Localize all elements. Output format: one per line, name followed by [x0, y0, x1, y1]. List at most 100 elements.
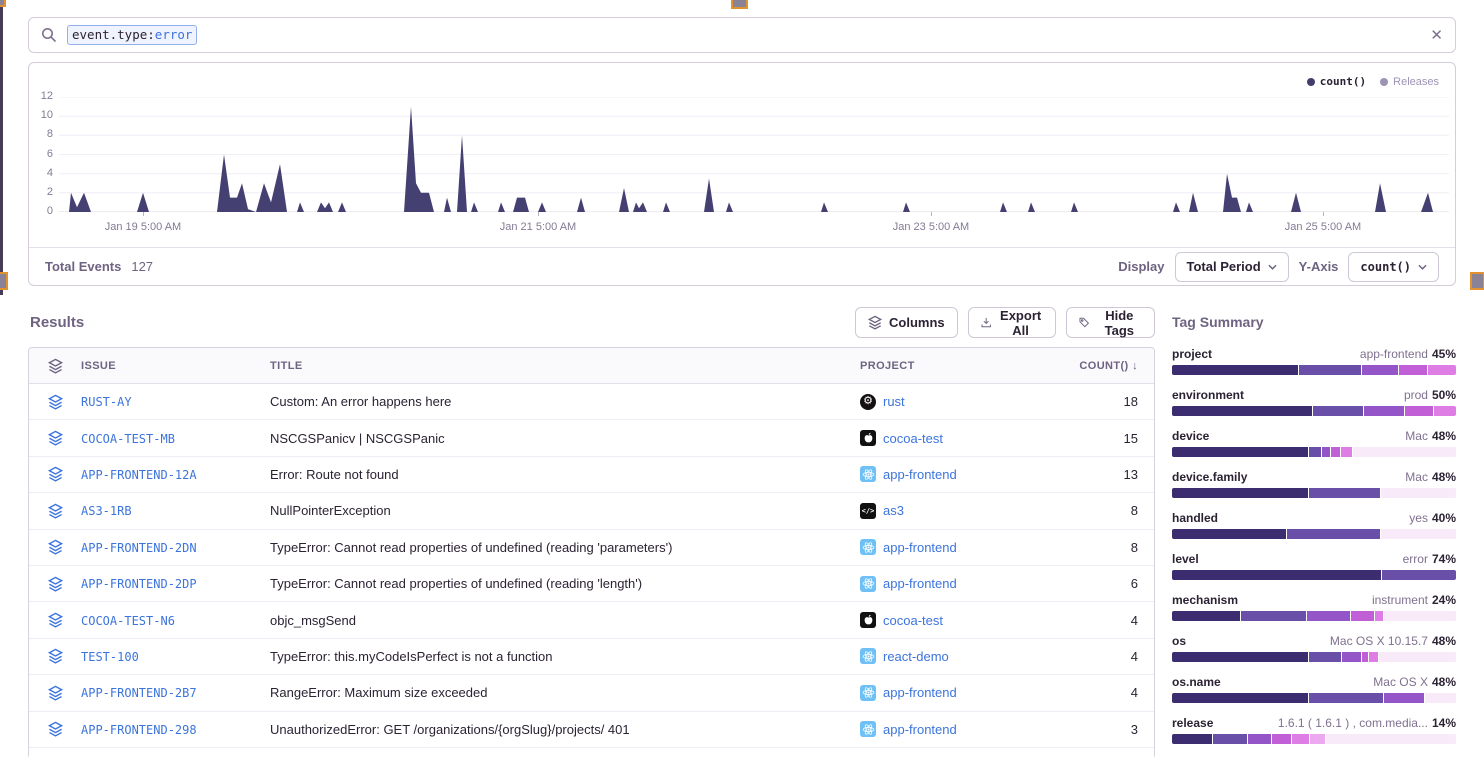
tag-bar-segment[interactable] [1172, 406, 1313, 416]
tag-bar-segment[interactable] [1172, 447, 1309, 457]
x-axis-tick-label: Jan 25 5:00 AM [1284, 221, 1362, 233]
y-axis-tick-label: 12 [40, 90, 53, 102]
tag-bar-segment[interactable] [1433, 406, 1456, 416]
tag-bar-segment[interactable] [1384, 693, 1424, 703]
tag-bar-segment[interactable] [1172, 652, 1309, 662]
project-link[interactable]: react-demo [883, 648, 949, 664]
events-chart-panel: count() Releases Total Events 127 Displa… [28, 62, 1456, 286]
tag-distribution-bar[interactable] [1172, 447, 1456, 457]
event-count: 8 [1130, 539, 1138, 555]
chart-plot-area[interactable] [59, 97, 1449, 212]
column-header-count[interactable]: COUNT() ↓ [1079, 359, 1138, 372]
tag-bar-segment[interactable] [1271, 734, 1292, 744]
issue-link[interactable]: APP-FRONTEND-298 [81, 722, 197, 737]
project-link[interactable]: as3 [883, 503, 904, 519]
tag-summary-item: project app-frontend 45% [1172, 347, 1456, 375]
tag-top-value: 1.6.1 ( 1.6.1 ) , com.media... [1277, 716, 1428, 730]
tag-bar-segment[interactable] [1172, 693, 1309, 703]
project-link[interactable]: app-frontend [883, 685, 957, 701]
tag-distribution-bar[interactable] [1172, 570, 1456, 580]
tag-bar-segment[interactable] [1241, 611, 1307, 621]
tag-top-percentage: 40% [1431, 511, 1456, 525]
y-axis-dropdown[interactable]: count() [1348, 251, 1439, 282]
issue-link[interactable]: APP-FRONTEND-2B7 [81, 686, 197, 701]
tag-bar-segment[interactable] [1299, 365, 1361, 375]
tag-distribution-bar[interactable] [1172, 406, 1456, 416]
selection-handle [0, 272, 8, 290]
tag-distribution-bar[interactable] [1172, 488, 1456, 498]
tag-distribution-bar[interactable] [1172, 529, 1456, 539]
x-axis-tick-label: Jan 19 5:00 AM [104, 221, 182, 233]
tag-bar-segment[interactable] [1309, 652, 1341, 662]
project-link[interactable]: app-frontend [883, 576, 957, 592]
tag-bar-segment[interactable] [1172, 734, 1212, 744]
tag-bar-segment[interactable] [1341, 652, 1362, 662]
tag-bar-segment[interactable] [1331, 447, 1340, 457]
project-link[interactable]: cocoa-test [883, 612, 943, 628]
tag-bar-segment[interactable] [1310, 734, 1325, 744]
project-link[interactable]: app-frontend [883, 466, 957, 482]
tag-summary-panel: Tag Summary project app-frontend 45% enviro… [1172, 314, 1456, 757]
code-project-icon: </> [860, 502, 876, 519]
project-link[interactable]: cocoa-test [883, 430, 943, 446]
tag-bar-segment[interactable] [1172, 611, 1241, 621]
tag-bar-segment[interactable] [1309, 488, 1381, 498]
tag-bar-segment[interactable] [1369, 652, 1378, 662]
tag-bar-segment[interactable] [1361, 365, 1398, 375]
tag-distribution-bar[interactable] [1172, 734, 1456, 744]
legend-count[interactable]: count() [1306, 75, 1366, 88]
tag-summary-item: handled yes 40% [1172, 511, 1456, 539]
export-all-button[interactable]: Export All [967, 307, 1057, 338]
tag-bar-segment[interactable] [1404, 406, 1433, 416]
tag-bar-segment[interactable] [1309, 693, 1384, 703]
tag-distribution-bar[interactable] [1172, 693, 1456, 703]
clear-search-icon[interactable]: ✕ [1430, 26, 1443, 44]
tag-bar-segment[interactable] [1321, 447, 1331, 457]
tag-bar-segment[interactable] [1286, 529, 1381, 539]
column-header-issue[interactable]: ISSUE [81, 359, 117, 372]
tag-distribution-bar[interactable] [1172, 652, 1456, 662]
issue-link[interactable]: APP-FRONTEND-2DN [81, 540, 197, 555]
tag-bar-segment[interactable] [1307, 611, 1351, 621]
column-header-project[interactable]: PROJECT [860, 359, 915, 372]
tag-bar-segment[interactable] [1172, 570, 1382, 580]
tag-bar-segment[interactable] [1351, 611, 1374, 621]
tag-distribution-bar[interactable] [1172, 611, 1456, 621]
tag-bar-segment[interactable] [1172, 488, 1309, 498]
display-dropdown[interactable]: Total Period [1174, 251, 1289, 282]
issue-link[interactable]: AS3-1RB [81, 504, 132, 519]
tag-bar-segment[interactable] [1362, 652, 1369, 662]
issue-title: Error: Route not found [270, 466, 399, 482]
issue-link[interactable]: COCOA-TEST-N6 [81, 613, 175, 628]
tag-bar-segment[interactable] [1212, 734, 1247, 744]
columns-button[interactable]: Columns [855, 307, 958, 338]
tag-bar-segment[interactable] [1172, 365, 1299, 375]
tag-bar-segment[interactable] [1428, 365, 1456, 375]
tag-bar-segment[interactable] [1309, 447, 1321, 457]
issue-link[interactable]: COCOA-TEST-MB [81, 431, 175, 446]
tag-bar-segment[interactable] [1172, 529, 1286, 539]
hide-tags-button[interactable]: Hide Tags [1066, 307, 1155, 338]
tag-bar-segment[interactable] [1374, 611, 1384, 621]
tag-bar-segment[interactable] [1364, 406, 1404, 416]
column-header-title[interactable]: TITLE [270, 359, 303, 372]
project-link[interactable]: app-frontend [883, 721, 957, 737]
stack-icon [47, 612, 63, 628]
project-link[interactable]: rust [883, 394, 905, 410]
tag-bar-segment[interactable] [1292, 734, 1310, 744]
tag-bar-segment[interactable] [1313, 406, 1364, 416]
issue-link[interactable]: APP-FRONTEND-12A [81, 467, 197, 482]
tag-bar-segment[interactable] [1340, 447, 1353, 457]
issue-link[interactable]: APP-FRONTEND-2DP [81, 577, 197, 592]
tag-distribution-bar[interactable] [1172, 365, 1456, 375]
tag-bar-segment[interactable] [1247, 734, 1271, 744]
legend-releases[interactable]: Releases [1380, 76, 1439, 88]
search-bar[interactable]: event.type:error ✕ [28, 17, 1456, 53]
tag-bar-segment[interactable] [1382, 570, 1456, 580]
apple-project-icon [860, 430, 876, 447]
search-query-token[interactable]: event.type:error [67, 25, 198, 45]
project-link[interactable]: app-frontend [883, 539, 957, 555]
issue-link[interactable]: RUST-AY [81, 395, 132, 410]
issue-link[interactable]: TEST-100 [81, 649, 139, 664]
tag-bar-segment[interactable] [1399, 365, 1427, 375]
